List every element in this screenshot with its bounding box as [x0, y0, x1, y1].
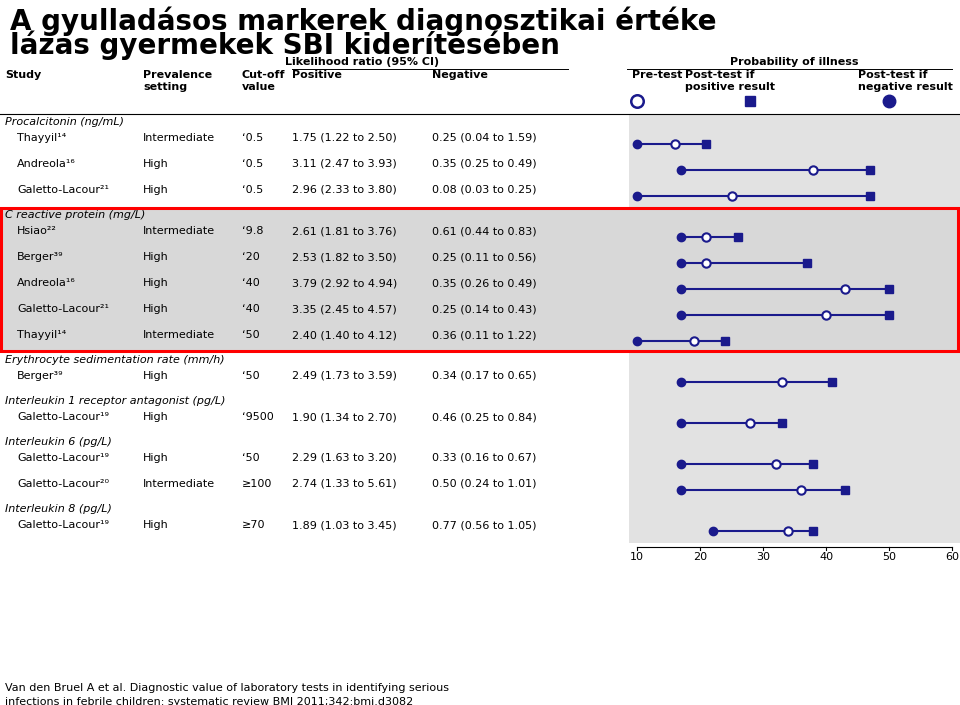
- Text: ʻ0.5: ʻ0.5: [242, 185, 263, 195]
- Text: 1.75 (1.22 to 2.50): 1.75 (1.22 to 2.50): [292, 133, 396, 143]
- Text: 40: 40: [819, 552, 833, 562]
- Text: 2.53 (1.82 to 3.50): 2.53 (1.82 to 3.50): [292, 252, 396, 262]
- Text: lázas gyermekek SBI kiderítésében: lázas gyermekek SBI kiderítésében: [10, 31, 560, 61]
- Text: ʻ0.5: ʻ0.5: [242, 159, 263, 169]
- Text: 10: 10: [630, 552, 644, 562]
- Text: Berger³⁹: Berger³⁹: [17, 252, 63, 262]
- Text: C reactive protein (mg/L): C reactive protein (mg/L): [5, 210, 145, 220]
- Bar: [1, 208, 958, 351]
- Text: Post-test if
negative result: Post-test if negative result: [857, 70, 952, 92]
- Text: ʻ40: ʻ40: [242, 304, 260, 314]
- Text: Galetto-Lacour¹⁹: Galetto-Lacour¹⁹: [17, 453, 109, 463]
- Text: Intermediate: Intermediate: [143, 133, 215, 143]
- Text: Thayyil¹⁴: Thayyil¹⁴: [17, 330, 66, 340]
- Text: 0.61 (0.44 to 0.83): 0.61 (0.44 to 0.83): [432, 226, 537, 236]
- Text: Cut-off
value: Cut-off value: [242, 70, 285, 92]
- Text: 2.40 (1.40 to 4.12): 2.40 (1.40 to 4.12): [292, 330, 396, 340]
- Text: Interleukin 8 (pg/L): Interleukin 8 (pg/L): [5, 504, 112, 514]
- Text: 2.49 (1.73 to 3.59): 2.49 (1.73 to 3.59): [292, 371, 396, 381]
- Text: 1.90 (1.34 to 2.70): 1.90 (1.34 to 2.70): [292, 412, 396, 422]
- Text: 2.29 (1.63 to 3.20): 2.29 (1.63 to 3.20): [292, 453, 396, 463]
- Text: High: High: [143, 185, 169, 195]
- Text: High: High: [143, 371, 169, 381]
- Text: A gyulladásos markerek diagnosztikai értéke: A gyulladásos markerek diagnosztikai ért…: [10, 7, 716, 37]
- Text: 0.25 (0.14 to 0.43): 0.25 (0.14 to 0.43): [432, 304, 537, 314]
- Text: Positive: Positive: [292, 70, 342, 80]
- Text: Galetto-Lacour²¹: Galetto-Lacour²¹: [17, 185, 109, 195]
- Text: 0.25 (0.04 to 1.59): 0.25 (0.04 to 1.59): [432, 133, 537, 143]
- Text: Van den Bruel A et al. Diagnostic value of laboratory tests in identifying serio: Van den Bruel A et al. Diagnostic value …: [5, 683, 449, 693]
- Bar: [629, 114, 960, 543]
- Text: 0.46 (0.25 to 0.84): 0.46 (0.25 to 0.84): [432, 412, 537, 422]
- Text: Andreola¹⁶: Andreola¹⁶: [17, 159, 76, 169]
- Text: 1.89 (1.03 to 3.45): 1.89 (1.03 to 3.45): [292, 520, 396, 530]
- Text: ≥100: ≥100: [242, 479, 273, 489]
- Text: Likelihood ratio (95% CI): Likelihood ratio (95% CI): [285, 57, 439, 67]
- Text: Erythrocyte sedimentation rate (mm/h): Erythrocyte sedimentation rate (mm/h): [5, 355, 225, 365]
- Text: 3.11 (2.47 to 3.93): 3.11 (2.47 to 3.93): [292, 159, 396, 169]
- Text: ʻ9500: ʻ9500: [242, 412, 274, 422]
- Text: ʻ40: ʻ40: [242, 278, 260, 288]
- Text: infections in febrile children: systematic review BMJ 2011;342:bmj.d3082: infections in febrile children: systemat…: [5, 697, 413, 705]
- Text: ʻ50: ʻ50: [242, 330, 259, 340]
- Text: ʻ50: ʻ50: [242, 371, 259, 381]
- Text: Galetto-Lacour²⁰: Galetto-Lacour²⁰: [17, 479, 109, 489]
- Text: Galetto-Lacour²¹: Galetto-Lacour²¹: [17, 304, 109, 314]
- Text: 20: 20: [693, 552, 708, 562]
- Text: High: High: [143, 304, 169, 314]
- Text: Thayyil¹⁴: Thayyil¹⁴: [17, 133, 66, 143]
- Text: High: High: [143, 252, 169, 262]
- Text: 2.61 (1.81 to 3.76): 2.61 (1.81 to 3.76): [292, 226, 396, 236]
- Text: Study: Study: [5, 70, 41, 80]
- Text: ʻ20: ʻ20: [242, 252, 260, 262]
- Text: 0.34 (0.17 to 0.65): 0.34 (0.17 to 0.65): [432, 371, 537, 381]
- Text: High: High: [143, 453, 169, 463]
- Text: 0.50 (0.24 to 1.01): 0.50 (0.24 to 1.01): [432, 479, 537, 489]
- Text: 0.77 (0.56 to 1.05): 0.77 (0.56 to 1.05): [432, 520, 537, 530]
- Text: 2.74 (1.33 to 5.61): 2.74 (1.33 to 5.61): [292, 479, 396, 489]
- Text: 0.36 (0.11 to 1.22): 0.36 (0.11 to 1.22): [432, 330, 537, 340]
- Text: High: High: [143, 159, 169, 169]
- Text: High: High: [143, 278, 169, 288]
- Text: ʻ0.5: ʻ0.5: [242, 133, 263, 143]
- Text: Prevalence
setting: Prevalence setting: [143, 70, 212, 92]
- Text: Galetto-Lacour¹⁹: Galetto-Lacour¹⁹: [17, 520, 109, 530]
- Text: Negative: Negative: [432, 70, 488, 80]
- Text: 30: 30: [756, 552, 770, 562]
- Text: 0.35 (0.25 to 0.49): 0.35 (0.25 to 0.49): [432, 159, 537, 169]
- Text: High: High: [143, 520, 169, 530]
- Text: ʻ9.8: ʻ9.8: [242, 226, 263, 236]
- Text: High: High: [143, 412, 169, 422]
- Text: Berger³⁹: Berger³⁹: [17, 371, 63, 381]
- Text: ʻ50: ʻ50: [242, 453, 259, 463]
- Text: Post-test if
positive result: Post-test if positive result: [685, 70, 775, 92]
- Text: 2.96 (2.33 to 3.80): 2.96 (2.33 to 3.80): [292, 185, 396, 195]
- Text: 0.25 (0.11 to 0.56): 0.25 (0.11 to 0.56): [432, 252, 537, 262]
- Text: Pre-test: Pre-test: [632, 70, 683, 80]
- Text: Hsiao²²: Hsiao²²: [17, 226, 57, 236]
- Text: 60: 60: [945, 552, 959, 562]
- Text: 50: 50: [882, 552, 896, 562]
- Text: Intermediate: Intermediate: [143, 479, 215, 489]
- Text: Procalcitonin (ng/mL): Procalcitonin (ng/mL): [5, 117, 124, 127]
- Text: Interleukin 1 receptor antagonist (pg/L): Interleukin 1 receptor antagonist (pg/L): [5, 396, 226, 406]
- Text: Galetto-Lacour¹⁹: Galetto-Lacour¹⁹: [17, 412, 109, 422]
- Text: Intermediate: Intermediate: [143, 330, 215, 340]
- Text: 0.33 (0.16 to 0.67): 0.33 (0.16 to 0.67): [432, 453, 537, 463]
- Text: Andreola¹⁶: Andreola¹⁶: [17, 278, 76, 288]
- Text: 0.35 (0.26 to 0.49): 0.35 (0.26 to 0.49): [432, 278, 537, 288]
- Text: Intermediate: Intermediate: [143, 226, 215, 236]
- Text: 3.35 (2.45 to 4.57): 3.35 (2.45 to 4.57): [292, 304, 396, 314]
- Text: Probability of illness: Probability of illness: [731, 57, 859, 67]
- Text: 0.08 (0.03 to 0.25): 0.08 (0.03 to 0.25): [432, 185, 537, 195]
- Text: Interleukin 6 (pg/L): Interleukin 6 (pg/L): [5, 437, 112, 447]
- Text: ≥70: ≥70: [242, 520, 266, 530]
- Text: 3.79 (2.92 to 4.94): 3.79 (2.92 to 4.94): [292, 278, 397, 288]
